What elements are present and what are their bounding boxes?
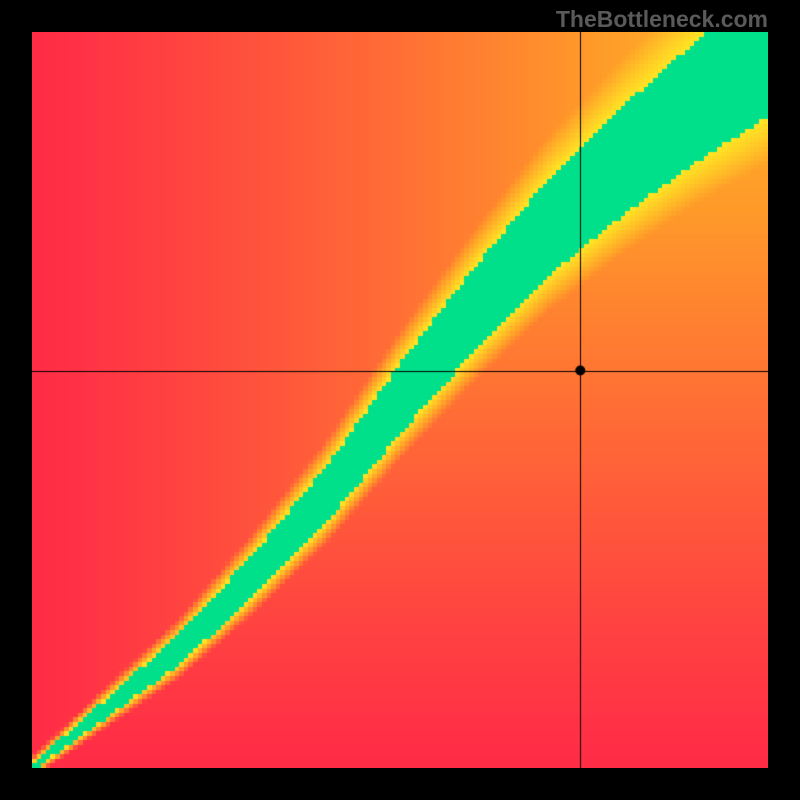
watermark-text: TheBottleneck.com bbox=[556, 6, 768, 33]
chart-container: TheBottleneck.com bbox=[0, 0, 800, 800]
bottleneck-heatmap bbox=[32, 32, 768, 768]
